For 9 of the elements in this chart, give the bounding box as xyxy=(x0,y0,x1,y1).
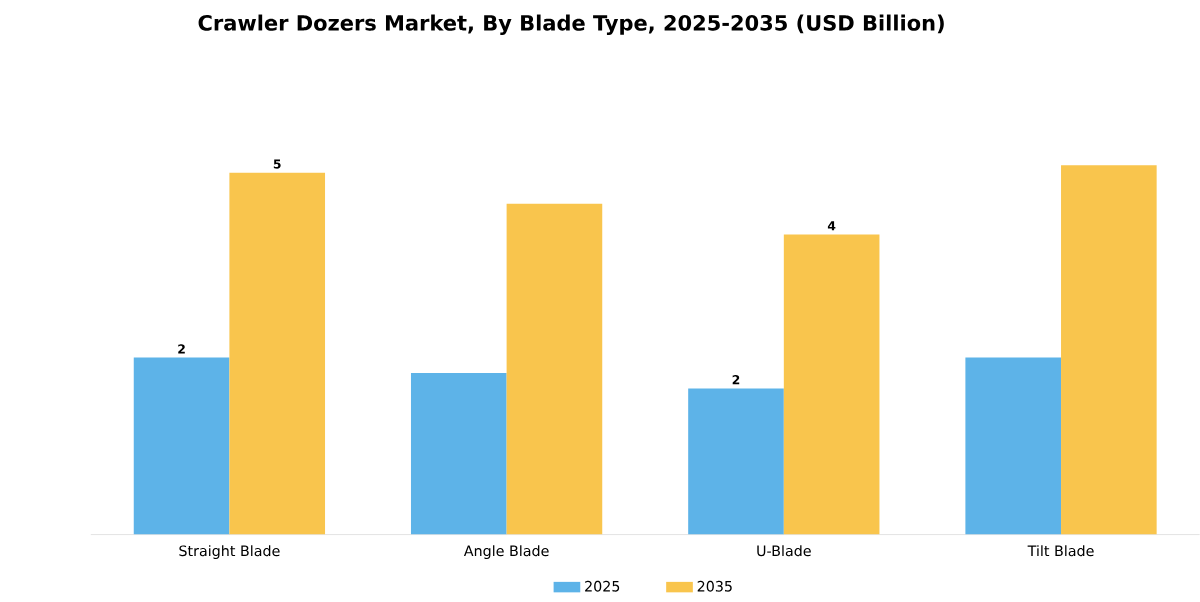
bar xyxy=(229,172,326,535)
bar xyxy=(965,357,1062,535)
bar xyxy=(1061,165,1157,535)
bar xyxy=(688,388,784,535)
bar xyxy=(410,373,507,535)
bar xyxy=(133,357,230,535)
bar xyxy=(783,234,880,535)
bar xyxy=(506,203,603,535)
chart-title: Crawler Dozers Market, By Blade Type, 2025-2035 (USD Billion) xyxy=(198,14,944,35)
